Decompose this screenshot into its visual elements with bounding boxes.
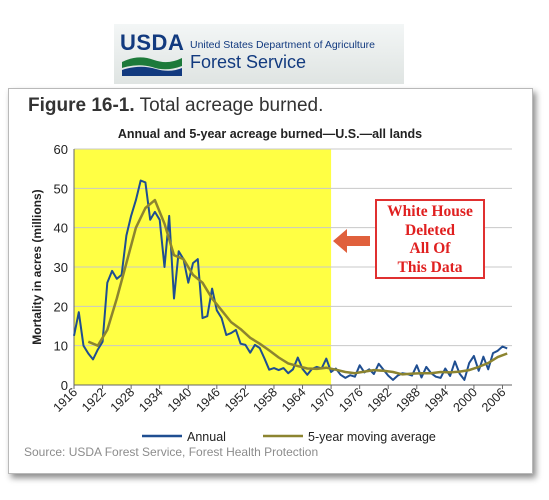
x-tick-label: 1916 (51, 385, 81, 415)
usda-mark: USDA (120, 30, 184, 78)
x-tick-label: 1964 (279, 385, 309, 415)
x-tick-label: 1976 (336, 385, 366, 415)
y-tick-label: 0 (61, 378, 68, 393)
callout-line: This Data (397, 258, 463, 276)
x-tick-label: 1982 (365, 385, 395, 415)
figure-label: Figure 16-1. (28, 95, 135, 116)
x-tick-label: 1946 (193, 385, 223, 415)
x-tick-label: 1958 (251, 385, 281, 415)
y-tick-label: 50 (54, 181, 68, 196)
deleted-data-callout: White House Deleted All Of This Data (375, 199, 485, 279)
x-tick-label: 1934 (136, 385, 166, 415)
x-tick-label: 1922 (79, 385, 109, 415)
x-tick-label: 1970 (308, 385, 338, 415)
callout-line: White House (387, 203, 473, 220)
usda-department: United States Department of Agriculture (190, 39, 376, 51)
callout-line: Deleted (405, 221, 455, 239)
callout-line: All Of (409, 240, 451, 257)
chart-title: Annual and 5-year acreage burned—U.S.—al… (117, 127, 423, 141)
legend-label: Annual (187, 430, 226, 444)
y-tick-label: 10 (54, 339, 68, 354)
source-note: Source: USDA Forest Service, Forest Heal… (24, 445, 319, 459)
usda-letters: USDA (120, 30, 185, 55)
x-tick-label: 1952 (222, 385, 252, 415)
figure-title-text: Total acreage burned. (139, 95, 324, 116)
usda-logo: USDA United States Department of Agricul… (114, 24, 404, 84)
x-tick-label: 1994 (422, 385, 452, 415)
annual-series-line (73, 179, 508, 381)
x-tick-label: 1988 (393, 385, 423, 415)
legend-label: 5-year moving average (308, 430, 436, 444)
usda-service: Forest Service (190, 52, 307, 72)
y-axis-label: Mortality in acres (millions) (30, 189, 44, 344)
x-tick-label: 1928 (108, 385, 138, 415)
y-tick-label: 20 (54, 299, 68, 314)
usda-hills-icon (122, 57, 182, 76)
y-tick-label: 60 (54, 142, 68, 157)
y-tick-label: 40 (54, 221, 68, 236)
figure-title: Figure 16-1. Total acreage burned. (28, 95, 323, 117)
x-tick-label: 2000 (450, 385, 480, 415)
x-tick-label: 1940 (165, 385, 195, 415)
x-tick-label: 2006 (479, 385, 509, 415)
arrow-left-icon (333, 229, 370, 253)
moving-average-series-line (87, 198, 508, 376)
y-tick-label: 30 (54, 260, 68, 275)
